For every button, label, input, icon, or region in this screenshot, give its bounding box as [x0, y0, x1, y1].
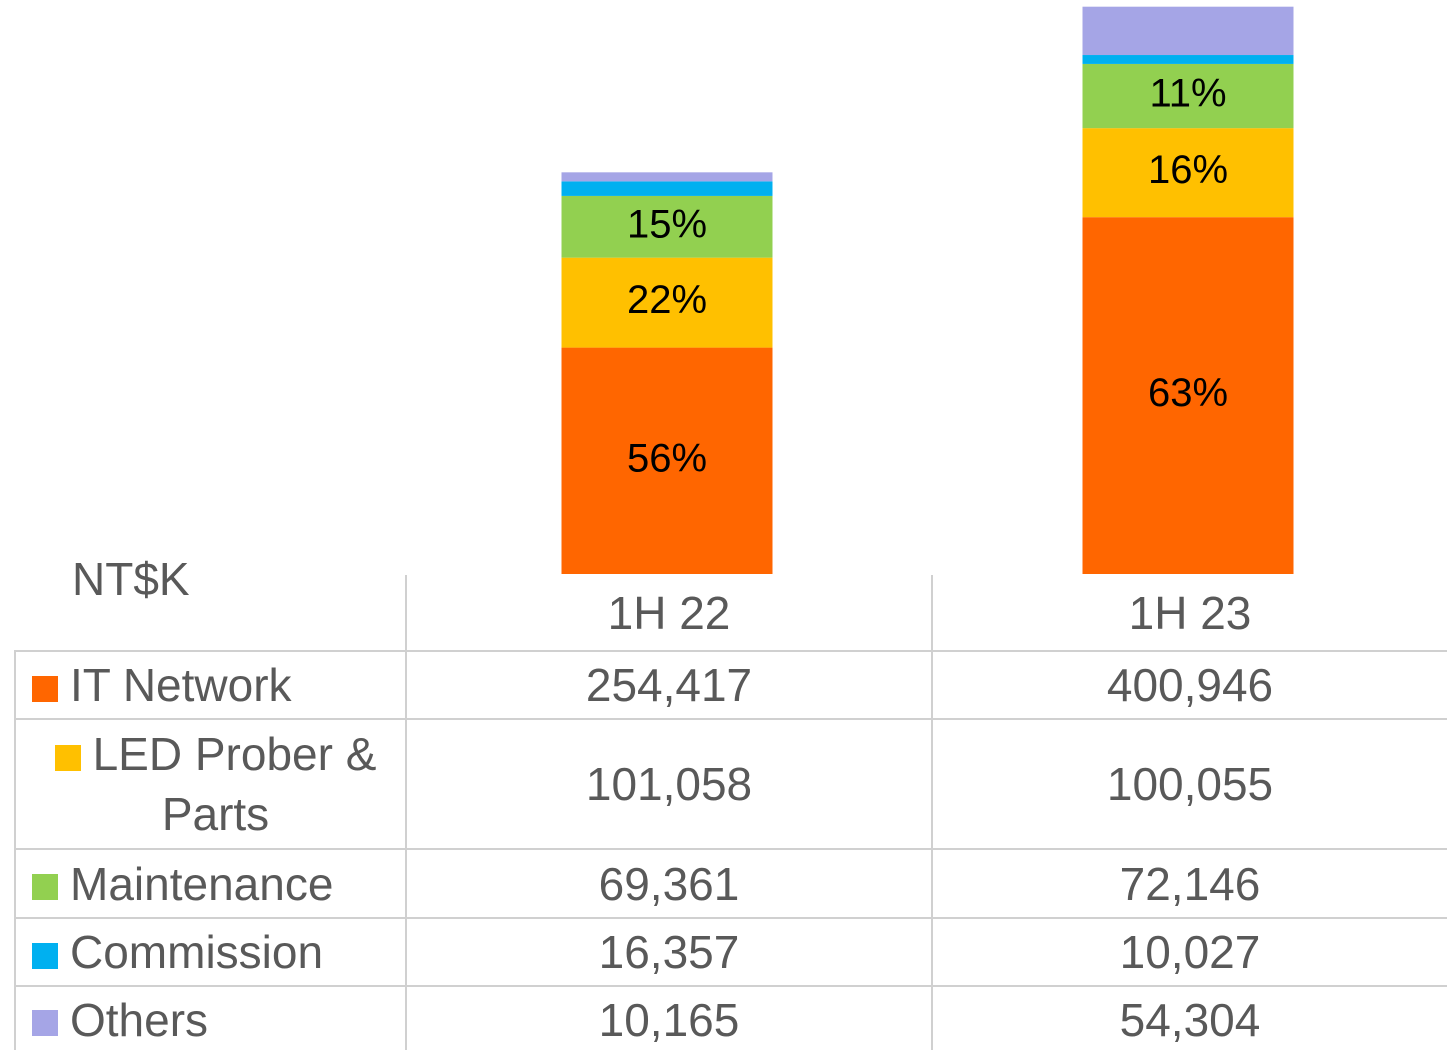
column-header: 1H 23: [931, 575, 1447, 652]
row-header: LED Prober & Parts: [14, 718, 407, 850]
legend-swatch: [32, 1010, 58, 1037]
table-value: 69,361: [405, 848, 933, 919]
share-label: 56%: [627, 436, 707, 480]
share-label: 22%: [627, 278, 707, 322]
table-value: 10,165: [405, 985, 933, 1050]
legend-label: Others: [70, 993, 209, 1046]
bar-segment: [561, 347, 773, 574]
bar-segment: [561, 181, 773, 196]
legend-entry: Maintenance: [32, 854, 333, 914]
unit-label: NT$K: [72, 553, 190, 605]
legend-entry: LED Prober & Parts: [26, 724, 405, 844]
legend-swatch: [32, 942, 58, 969]
table-value: 10,027: [931, 917, 1447, 987]
legend-swatch: [32, 675, 58, 702]
legend-entry: IT Network: [32, 655, 292, 715]
legend-swatch: [54, 744, 81, 771]
legend-label: Maintenance: [70, 857, 334, 910]
legend-label: Commission: [70, 926, 324, 978]
bar-segment: [561, 195, 773, 258]
bar-segment: [561, 257, 773, 348]
bar-segment: [1082, 63, 1294, 129]
legend-label: IT Network: [70, 659, 292, 711]
column-header: 1H 22: [405, 575, 933, 652]
share-label: 63%: [1148, 371, 1228, 415]
share-label: 16%: [1148, 148, 1228, 192]
legend-label: LED Prober & Parts: [92, 728, 377, 840]
row-header: IT Network: [14, 650, 407, 720]
table-value: 101,058: [405, 718, 933, 850]
bar-segment: [1082, 55, 1294, 64]
table-value: 54,304: [931, 985, 1447, 1050]
legend-swatch: [32, 874, 58, 901]
plot: 56% 22% 15% 63% 16% 11%: [561, 6, 1294, 574]
bar-segment: [1082, 128, 1294, 218]
bar-segment: [1082, 6, 1294, 56]
row-header: Commission: [14, 917, 407, 987]
bar-segment: [1082, 217, 1294, 574]
table-value: 100,055: [931, 718, 1447, 850]
share-label: 11%: [1149, 72, 1226, 116]
legend-entry: Others: [32, 990, 208, 1050]
bar-segment: [561, 172, 773, 182]
table-value: 254,417: [405, 650, 933, 720]
row-header: Others: [14, 985, 407, 1050]
table-value: 400,946: [931, 650, 1447, 720]
row-header: Maintenance: [14, 848, 407, 919]
share-label: 15%: [627, 202, 707, 246]
table-value: 16,357: [405, 917, 933, 987]
table-value: 72,146: [931, 848, 1447, 919]
legend-entry: Commission: [32, 922, 323, 982]
